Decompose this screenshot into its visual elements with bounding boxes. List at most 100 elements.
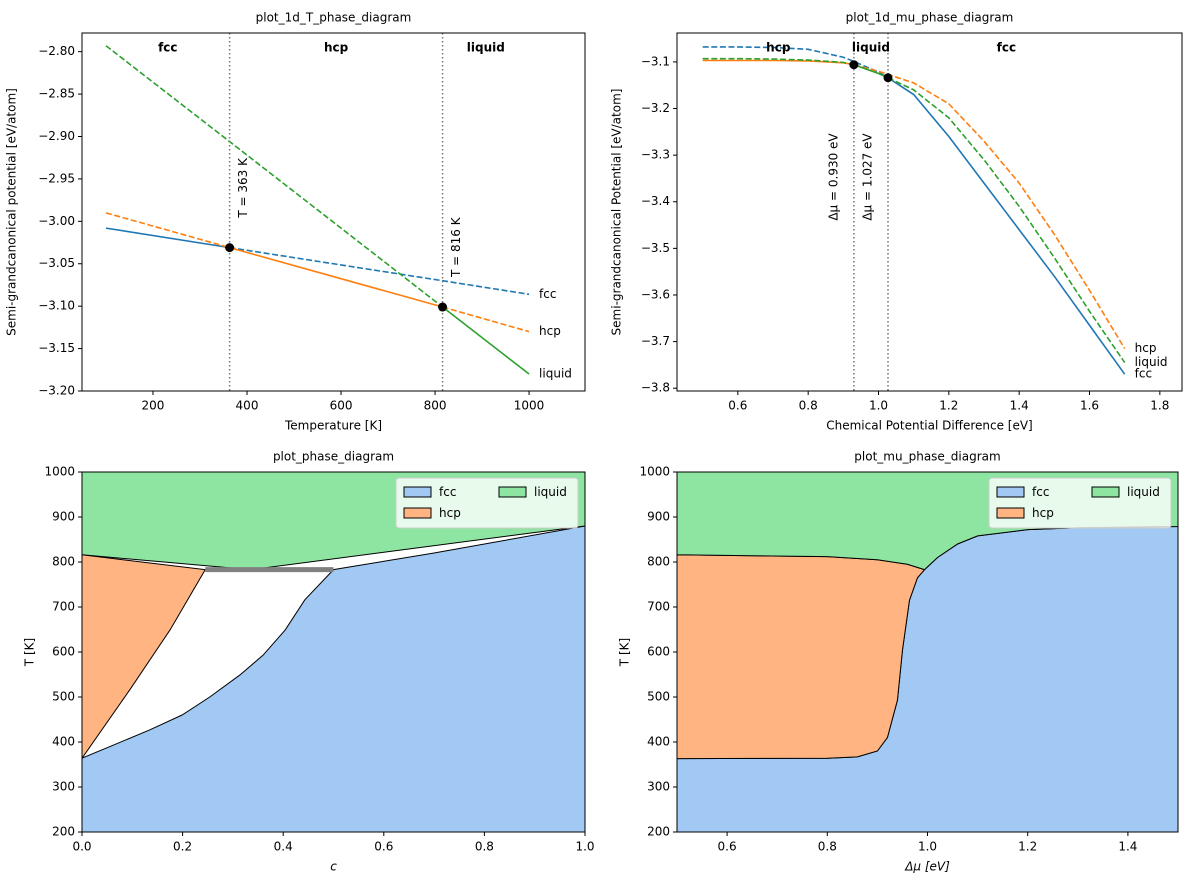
legend-swatch xyxy=(1091,486,1120,498)
plot-area xyxy=(105,33,530,391)
legend-swatch xyxy=(403,486,432,498)
x-tick-label: 1.6 xyxy=(1080,399,1099,413)
series-line xyxy=(853,63,889,79)
transition-point xyxy=(883,73,893,83)
x-tick-label: 1.2 xyxy=(1018,840,1037,854)
legend-label: liquid xyxy=(534,485,567,499)
legend: fcc hcp liquid xyxy=(395,477,579,529)
legend: fcc hcp liquid xyxy=(988,477,1172,529)
y-axis-label: Semi-grandcanonical potential [eV/atom] xyxy=(5,88,19,336)
region-label: fcc xyxy=(158,41,177,55)
y-tick-label: −3.00 xyxy=(38,214,75,228)
x-tick-label: 0.6 xyxy=(718,840,737,854)
x-tick-label: 1.0 xyxy=(575,840,594,854)
x-tick-label: 1.4 xyxy=(1118,840,1137,854)
y-tick-label: −3.3 xyxy=(641,148,670,162)
y-tick-label: −2.80 xyxy=(38,44,75,58)
series-end-label: hcp xyxy=(1135,341,1157,355)
region-label: hcp xyxy=(324,41,349,55)
y-tick-label: 1000 xyxy=(44,465,75,479)
y-axis-label: T [K] xyxy=(618,638,632,667)
y-tick-label: 900 xyxy=(647,510,670,524)
y-tick-label: 300 xyxy=(52,780,75,794)
x-axis-label: Δμ [eV] xyxy=(904,860,950,874)
y-tick-label: −2.85 xyxy=(38,87,75,101)
y-tick-label: 800 xyxy=(647,555,670,569)
chart-title: plot_1d_T_phase_diagram xyxy=(256,11,412,25)
y-tick-label: −3.10 xyxy=(38,299,75,313)
x-tick-label: 1.0 xyxy=(918,840,937,854)
x-tick-label: 200 xyxy=(142,399,165,413)
series-line xyxy=(887,77,1126,364)
y-tick-label: 200 xyxy=(647,825,670,839)
legend-label: fcc xyxy=(439,485,456,499)
y-tick-label: −3.15 xyxy=(38,341,75,355)
series-end-label: liquid xyxy=(1135,355,1168,369)
series-line xyxy=(229,246,530,296)
y-tick-label: −2.90 xyxy=(38,129,75,143)
x-tick-label: 0.8 xyxy=(799,399,818,413)
x-tick-label: 0.0 xyxy=(72,840,91,854)
x-tick-label: 1000 xyxy=(514,399,545,413)
x-tick-label: 1.2 xyxy=(939,399,958,413)
y-tick-label: 200 xyxy=(52,825,75,839)
y-tick-label: −3.20 xyxy=(38,384,75,398)
x-tick-label: 0.6 xyxy=(374,840,393,854)
x-tick-label: 1.8 xyxy=(1150,399,1169,413)
x-axis-label: c xyxy=(330,860,337,874)
x-axis-label: Temperature [K] xyxy=(284,419,382,433)
x-tick-label: 0.2 xyxy=(173,840,192,854)
x-tick-label: 800 xyxy=(424,399,447,413)
x-tick-label: 600 xyxy=(330,399,353,413)
legend-label: hcp xyxy=(1032,506,1054,520)
legend-swatch xyxy=(498,486,527,498)
transition-point xyxy=(849,60,859,70)
phase-region xyxy=(82,554,207,760)
y-tick-label: −3.05 xyxy=(38,256,75,270)
plot-area xyxy=(702,33,1126,391)
series-line xyxy=(229,246,443,308)
series-end-label: liquid xyxy=(539,367,572,381)
region-label: liquid xyxy=(467,41,505,55)
y-tick-label: 700 xyxy=(647,600,670,614)
y-tick-label: −3.7 xyxy=(641,334,670,348)
legend-label: hcp xyxy=(439,506,461,520)
y-tick-label: −3.2 xyxy=(641,101,670,115)
series-line xyxy=(853,63,1126,349)
series-line xyxy=(105,227,230,249)
y-tick-label: 600 xyxy=(647,645,670,659)
chart-panel: fcc hcp liquid 0.0 0.2 0.4 0.6 0.8 1.0 200 300 400 5… xyxy=(23,450,595,874)
y-tick-label: 600 xyxy=(52,645,75,659)
transition-point xyxy=(225,243,235,253)
region-label: hcp xyxy=(766,41,791,55)
y-tick-label: 400 xyxy=(52,735,75,749)
x-tick-label: 1.4 xyxy=(1010,399,1029,413)
y-tick-label: 1000 xyxy=(639,465,670,479)
series-end-label: fcc xyxy=(539,287,556,301)
transition-label: T = 816 K xyxy=(449,216,463,278)
y-axis-label: Semi-grandcanonical Potential [eV/atom] xyxy=(610,89,624,336)
x-tick-label: 0.8 xyxy=(818,840,837,854)
y-tick-label: 300 xyxy=(647,780,670,794)
transition-label: T = 363 K xyxy=(236,157,250,219)
y-tick-label: 800 xyxy=(52,555,75,569)
legend-swatch xyxy=(996,486,1025,498)
region-label: fcc xyxy=(997,41,1016,55)
phase-region xyxy=(82,525,585,832)
legend-frame xyxy=(988,477,1172,529)
x-tick-label: 0.6 xyxy=(728,399,747,413)
y-tick-label: −3.5 xyxy=(641,241,670,255)
series-end-label: hcp xyxy=(539,324,561,338)
x-tick-label: 1.0 xyxy=(869,399,888,413)
y-tick-label: −3.8 xyxy=(641,381,670,395)
series-line xyxy=(442,306,530,333)
series-line xyxy=(887,77,1126,375)
transition-point xyxy=(438,302,448,312)
chart-title: plot_1d_mu_phase_diagram xyxy=(846,11,1014,25)
x-tick-label: 0.8 xyxy=(475,840,494,854)
y-tick-label: 700 xyxy=(52,600,75,614)
legend-frame xyxy=(395,477,579,529)
